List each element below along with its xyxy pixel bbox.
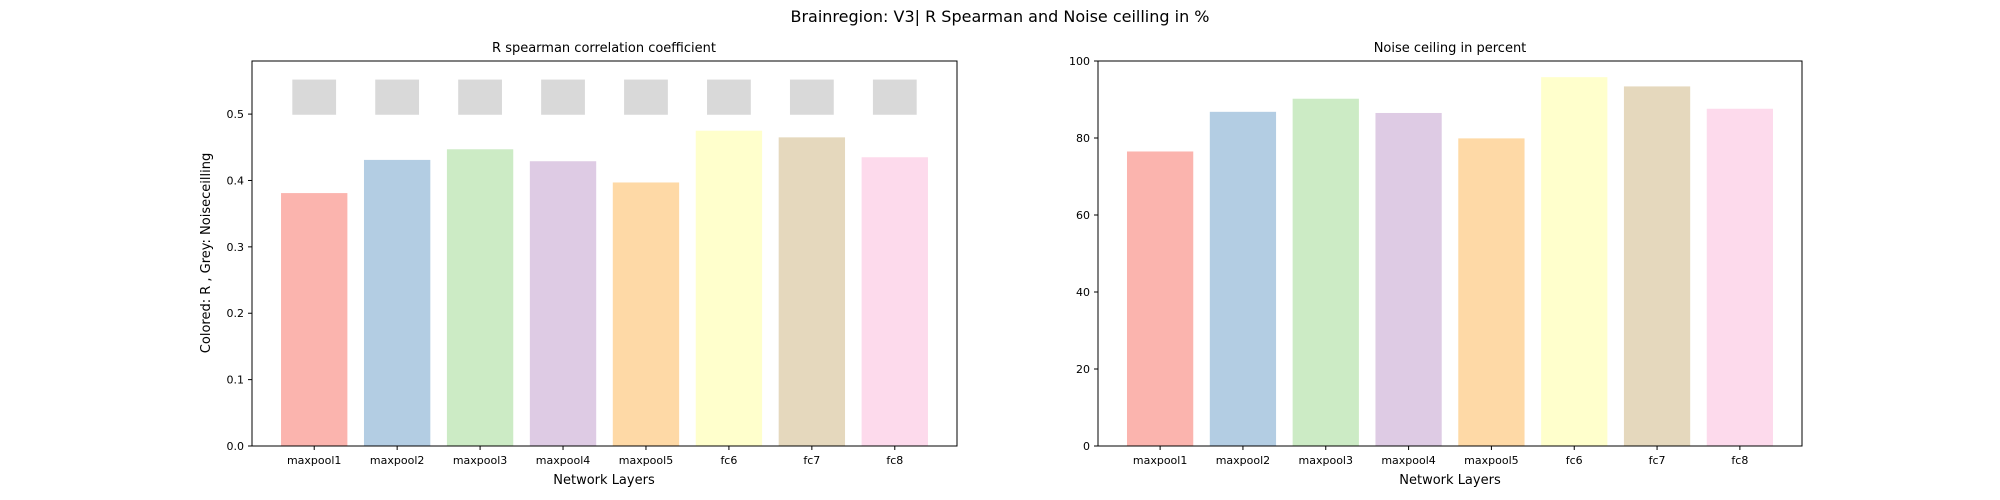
chart-noise-ceiling-bar-maxpool4 [1375,112,1442,446]
chart-noise-ceiling: Noise ceiling in percent maxpool1 maxpool… [1069,41,1803,488]
chart-noise-ceiling-axes-frame [1097,60,1803,447]
chart-r-spearman-ytick-label-5: 0.5 [227,108,245,121]
chart-noise-ceiling-xtick-label-fc7: fc7 [1649,454,1666,467]
chart-noise-ceiling-bar-fc8 [1706,108,1774,447]
chart-r-spearman-bar-maxpool3 [446,149,514,446]
chart-noise-ceiling-bar-maxpool3 [1292,98,1359,446]
figure-suptitle: Brainregion: V3| R Spearman and Noise ce… [790,7,1209,26]
chart-r-spearman-noise-ceiling-box-maxpool1 [292,79,337,115]
chart-r-spearman-xtick-label-fc8: fc8 [886,454,903,467]
chart-r-spearman-xtick-label-maxpool5: maxpool5 [619,454,673,467]
chart-r-spearman-noise-ceiling-box-fc7 [789,79,834,115]
chart-noise-ceiling-bar-fc7 [1623,86,1691,446]
chart-noise-ceiling-xtick-label-fc6: fc6 [1566,454,1583,467]
chart-noise-ceiling-xtick-label-maxpool4: maxpool4 [1381,454,1435,467]
chart-r-spearman-bar-maxpool1 [281,193,348,446]
chart-r-spearman-axes-frame [251,60,958,447]
chart-noise-ceiling-plot-area: maxpool1 maxpool2 maxpool3 maxpool4 maxpool5… [1069,55,1774,467]
chart-noise-ceiling-ytick-label-2: 40 [1076,286,1090,299]
chart-noise-ceiling-xtick-label-maxpool5: maxpool5 [1464,454,1518,467]
chart-r-spearman-plot-area: maxpool1 maxpool2 maxpool3 maxpool4 maxpool5… [227,79,928,467]
chart-r-spearman-noise-ceiling-box-fc6 [707,79,751,115]
chart-r-spearman-ytick-label-2: 0.2 [227,307,245,320]
chart-noise-ceiling-ytick-label-4: 80 [1076,132,1090,145]
chart-r-spearman-bar-maxpool4 [529,161,597,447]
chart-noise-ceiling-bar-maxpool1 [1126,151,1194,447]
chart-r-spearman-ytick-label-3: 0.3 [227,241,245,254]
chart-r-spearman-xtick-label-maxpool4: maxpool4 [536,454,590,467]
chart-noise-ceiling-ytick-label-3: 60 [1076,209,1090,222]
chart-r-spearman-bar-maxpool2 [363,159,431,446]
chart-r-spearman-bar-fc6 [695,130,763,446]
chart-r-spearman-bar-maxpool5 [612,182,680,446]
chart-noise-ceiling-xtick-label-maxpool2: maxpool2 [1216,454,1270,467]
chart-r-spearman-noise-ceiling-box-maxpool3 [458,79,502,115]
chart-r-spearman-bar-fc8 [861,157,928,446]
chart-noise-ceiling-ytick-label-0: 0 [1083,440,1090,453]
chart-r-spearman-xtick-label-fc7: fc7 [803,454,820,467]
chart-r-spearman: R spearman correlation coefficient maxpo… [199,41,958,488]
chart-r-spearman-noise-ceiling-box-maxpool2 [375,79,420,115]
chart-r-spearman-xtick-label-maxpool1: maxpool1 [287,454,341,467]
chart-r-spearman-ytick-label-1: 0.1 [227,374,245,387]
chart-r-spearman-xlabel: Network Layers [553,473,655,488]
chart-r-spearman-xtick-label-maxpool3: maxpool3 [453,454,507,467]
chart-noise-ceiling-ytick-label-1: 20 [1076,363,1090,376]
chart-r-spearman-xtick-label-fc6: fc6 [720,454,737,467]
chart-noise-ceiling-bar-maxpool5 [1458,138,1525,446]
chart-noise-ceiling-xtick-label-fc8: fc8 [1731,454,1748,467]
chart-r-spearman-ytick-label-4: 0.4 [227,174,245,187]
chart-r-spearman-noise-ceiling-box-fc8 [872,79,917,115]
chart-noise-ceiling-bar-fc6 [1541,77,1608,447]
chart-r-spearman-noise-ceiling-box-maxpool5 [624,79,668,115]
chart-noise-ceiling-xtick-label-maxpool3: maxpool3 [1299,454,1353,467]
chart-r-spearman-ytick-label-0: 0.0 [227,440,245,453]
chart-noise-ceiling-bar-maxpool2 [1209,111,1277,446]
chart-r-spearman-noise-ceiling-box-maxpool4 [541,79,585,115]
chart-r-spearman-bar-fc7 [778,137,846,446]
chart-noise-ceiling-xlabel: Network Layers [1399,473,1501,488]
chart-r-spearman-xtick-label-maxpool2: maxpool2 [370,454,424,467]
chart-noise-ceiling-xtick-label-maxpool1: maxpool1 [1133,454,1187,467]
chart-noise-ceiling-ytick-label-5: 100 [1069,55,1090,68]
chart-noise-ceiling-title: Noise ceiling in percent [1374,41,1527,56]
chart-r-spearman-title: R spearman correlation coefficient [492,41,716,56]
chart-r-spearman-ylabel: Colored: R , Grey: Noiseceilling [199,153,214,353]
